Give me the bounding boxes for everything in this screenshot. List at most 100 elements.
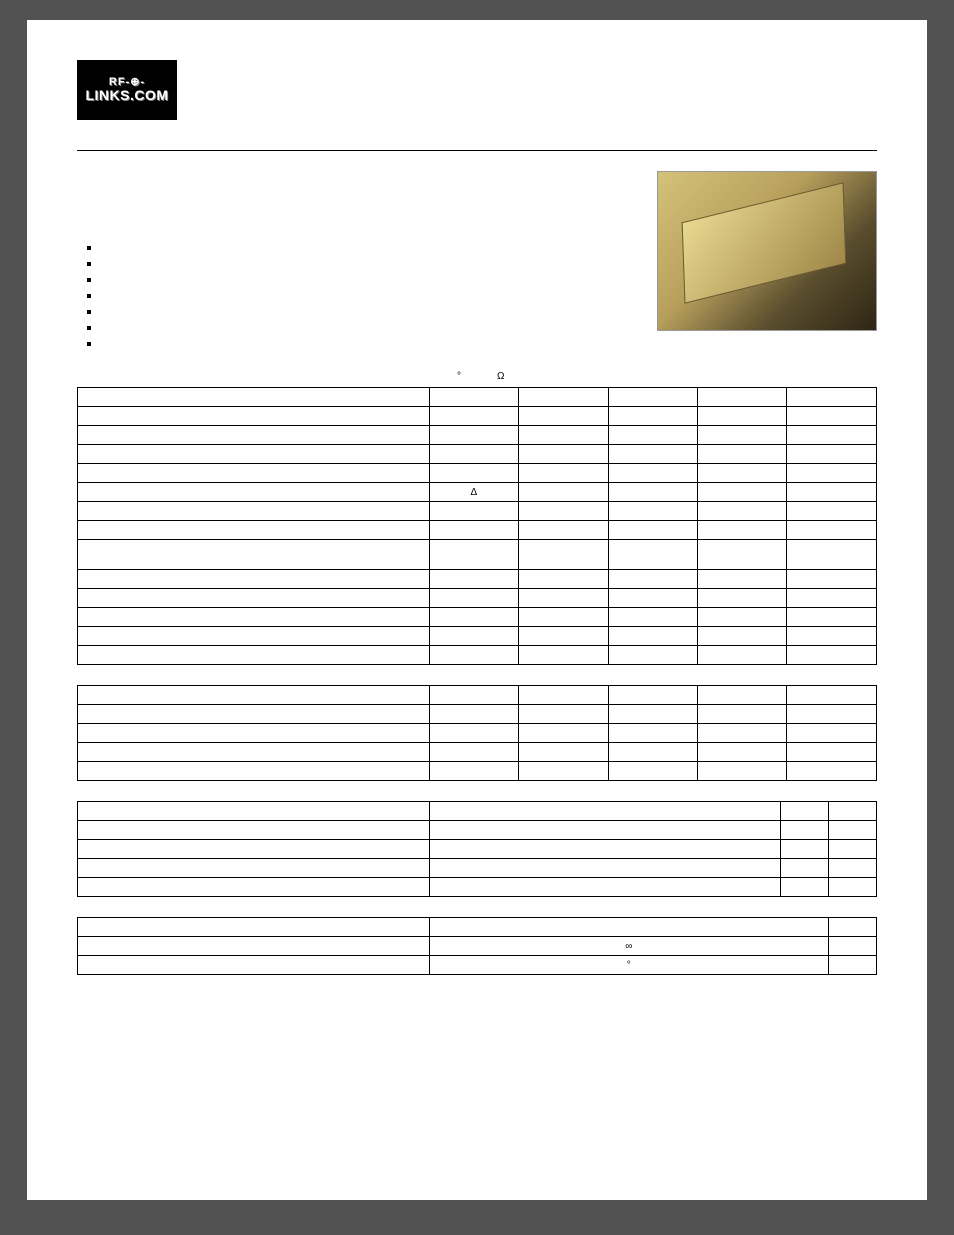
table-row [78,705,877,724]
table-cell [519,502,608,521]
table-cell [429,705,518,724]
table-row [78,878,877,897]
table-row [78,802,877,821]
table-cell [787,388,877,407]
table-cell [698,540,787,570]
table-cell [78,840,430,859]
table-cell [608,686,697,705]
table-cell [78,570,430,589]
logo-line-2: LINKS.COM [85,88,168,103]
table-cell [698,646,787,665]
table-cell [781,859,829,878]
table-cell [78,821,430,840]
table-cell [698,426,787,445]
table-cell [78,407,430,426]
table-cell [787,705,877,724]
feature-list [77,241,637,351]
table-cell [429,540,518,570]
table-cell [429,762,518,781]
table-cell [78,743,430,762]
table-cell [698,589,787,608]
table-cell [78,483,430,502]
table-cell [608,388,697,407]
table-cell [608,483,697,502]
table-cell [429,627,518,646]
table-row [78,445,877,464]
table-cell [787,762,877,781]
table-cell [519,483,608,502]
table-cell [78,445,430,464]
table-cell [608,502,697,521]
table-cell [78,589,430,608]
table-cell [429,918,829,937]
table-cell [78,937,430,956]
table-cell [429,445,518,464]
table-row [78,540,877,570]
table-row [78,627,877,646]
table-cell [698,608,787,627]
table-cell [829,802,877,821]
table-cell [429,570,518,589]
table-row [78,686,877,705]
table-row [78,521,877,540]
table-cell [787,608,877,627]
table-cell [608,608,697,627]
table-cell [519,426,608,445]
feature-item [87,337,637,351]
feature-item [87,305,637,319]
table-cell [829,878,877,897]
table-cell [78,521,430,540]
table-cell [519,540,608,570]
omega-symbol: Ω [497,371,504,382]
table-cell [698,464,787,483]
table-cell [787,483,877,502]
table-cell [78,686,430,705]
table-cell [78,502,430,521]
table-cell [78,627,430,646]
table-cell [608,540,697,570]
table-cell [78,956,430,975]
table-cell [787,502,877,521]
table-cell [787,570,877,589]
table-cell [519,686,608,705]
title-block [77,171,637,211]
table-cell [608,646,697,665]
table-row [78,821,877,840]
table-cell [519,464,608,483]
table-cell [519,762,608,781]
table-cell [787,724,877,743]
table-cell [608,445,697,464]
table-cell [78,802,430,821]
hero-left [77,171,637,353]
spec-table-2 [77,685,877,781]
table-cell [608,705,697,724]
table-cell [429,743,518,762]
table-cell: ° [429,956,829,975]
table-cell [787,426,877,445]
table-cell [78,918,430,937]
table-cell [829,918,877,937]
table-cell [429,646,518,665]
table-cell [698,388,787,407]
table-cell [429,859,781,878]
table-cell [429,388,518,407]
table-cell [787,589,877,608]
table-cell [608,743,697,762]
table-cell [608,464,697,483]
table-cell [608,589,697,608]
table-cell [429,426,518,445]
table-cell [78,859,430,878]
table-cell [429,407,518,426]
table-cell [698,521,787,540]
degree-symbol: ° [457,371,461,382]
table-row [78,918,877,937]
spec-table-4: ∞° [77,917,877,975]
table-cell [429,608,518,627]
table-cell [429,686,518,705]
table-row [78,570,877,589]
header-divider [77,150,877,151]
table-cell [698,762,787,781]
table-row [78,608,877,627]
table-row [78,743,877,762]
table-cell [698,705,787,724]
